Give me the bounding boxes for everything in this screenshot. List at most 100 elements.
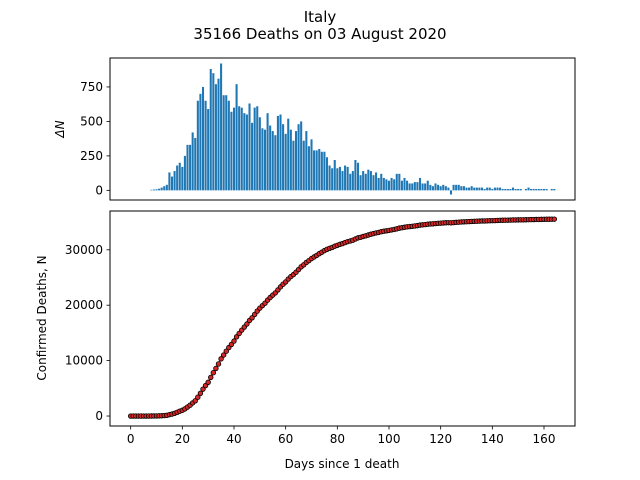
cumulative-x-tick-label: 140: [481, 432, 504, 446]
cumulative-y-tick-label: 30000: [65, 243, 103, 257]
daily-bar: [189, 144, 192, 191]
daily-bar: [465, 187, 468, 191]
cumulative-x-tick-label: 0: [127, 432, 135, 446]
daily-y-axis-label: ΔN: [53, 120, 67, 138]
daily-bar: [325, 157, 329, 191]
daily-bar: [186, 144, 189, 191]
daily-bar: [395, 173, 398, 191]
cumulative-point: [208, 374, 214, 381]
daily-bar: [294, 131, 298, 191]
daily-bar: [346, 166, 349, 191]
daily-bar: [232, 107, 236, 191]
cumulative-point: [220, 352, 227, 358]
daily-bar: [372, 175, 375, 191]
daily-bar: [168, 172, 171, 191]
daily-bar: [364, 173, 367, 191]
daily-bar: [302, 140, 305, 191]
daily-bar: [351, 171, 354, 191]
daily-bar: [460, 186, 463, 191]
daily-bar: [331, 168, 334, 191]
daily-bar: [315, 150, 318, 191]
cumulative-y-tick-label: 10000: [65, 354, 103, 368]
daily-bar: [413, 182, 416, 191]
cumulative-x-tick-label: 60: [278, 432, 293, 446]
daily-y-tick-label: 750: [80, 80, 103, 94]
daily-bar: [475, 187, 478, 191]
cumulative-point: [195, 394, 201, 400]
daily-bar: [390, 177, 393, 191]
daily-bar: [274, 135, 277, 191]
daily-bar: [196, 100, 199, 191]
daily-bar: [235, 84, 238, 191]
daily-bar: [292, 140, 295, 191]
daily-bar: [437, 184, 440, 191]
daily-bar: [380, 173, 383, 191]
daily-bar: [297, 124, 300, 191]
daily-bar: [398, 173, 401, 191]
daily-bar: [504, 188, 507, 191]
daily-bar: [183, 155, 186, 191]
daily-bar: [269, 125, 272, 191]
daily-bar: [230, 111, 233, 191]
daily-bar: [176, 165, 179, 191]
daily-bar: [251, 122, 254, 191]
daily-bar: [207, 109, 210, 191]
daily-bar: [150, 189, 153, 191]
daily-bar: [486, 187, 489, 191]
daily-bar: [282, 124, 285, 191]
daily-bar: [393, 179, 396, 191]
daily-bar: [377, 177, 380, 191]
daily-bar: [524, 188, 527, 191]
daily-bar: [537, 188, 540, 191]
daily-bar: [227, 100, 230, 191]
daily-bar: [509, 188, 512, 191]
daily-bar: [318, 148, 321, 191]
daily-bar: [356, 162, 360, 191]
daily-bar: [170, 176, 174, 191]
daily-bar: [403, 177, 406, 191]
daily-bar: [449, 190, 453, 195]
daily-y-tick-label: 500: [80, 114, 103, 128]
daily-bar: [514, 188, 517, 191]
daily-bar: [209, 69, 212, 191]
daily-bar: [214, 84, 217, 191]
daily-bar: [455, 184, 458, 191]
daily-bar: [462, 186, 465, 191]
daily-bar: [408, 183, 411, 191]
daily-bar: [220, 63, 223, 191]
daily-bar: [439, 186, 442, 191]
daily-bar: [493, 187, 496, 191]
daily-bar: [442, 184, 445, 191]
cumulative-point: [200, 386, 206, 392]
daily-bar: [178, 162, 181, 191]
daily-bar: [165, 184, 168, 191]
daily-bar: [305, 131, 308, 191]
cumulative-series: [127, 216, 558, 419]
daily-bar: [496, 187, 499, 191]
cumulative-point: [213, 365, 219, 372]
daily-bar: [532, 188, 535, 191]
daily-bar: [519, 188, 522, 191]
daily-bar: [362, 171, 365, 191]
daily-bar: [431, 186, 434, 191]
cumulative-point: [197, 390, 204, 397]
cumulative-line: [130, 218, 555, 417]
daily-bar: [416, 182, 419, 191]
daily-bar: [276, 115, 279, 191]
daily-bar: [158, 188, 161, 191]
daily-bar: [271, 131, 274, 191]
daily-bar: [478, 187, 481, 191]
daily-bar: [289, 129, 292, 191]
daily-bar: [199, 93, 202, 191]
daily-bar: [191, 132, 194, 191]
daily-bar: [359, 175, 362, 191]
cumulative-y-tick-label: 20000: [65, 298, 103, 312]
daily-y-ticks: 0 250 500 750: [80, 80, 110, 197]
cumulative-y-axis-label: Confirmed Deaths, N: [35, 255, 49, 380]
daily-bar: [344, 165, 347, 191]
daily-bar: [527, 187, 530, 191]
daily-bar: [336, 168, 339, 191]
daily-bar: [369, 171, 372, 191]
cumulative-point: [551, 216, 558, 222]
